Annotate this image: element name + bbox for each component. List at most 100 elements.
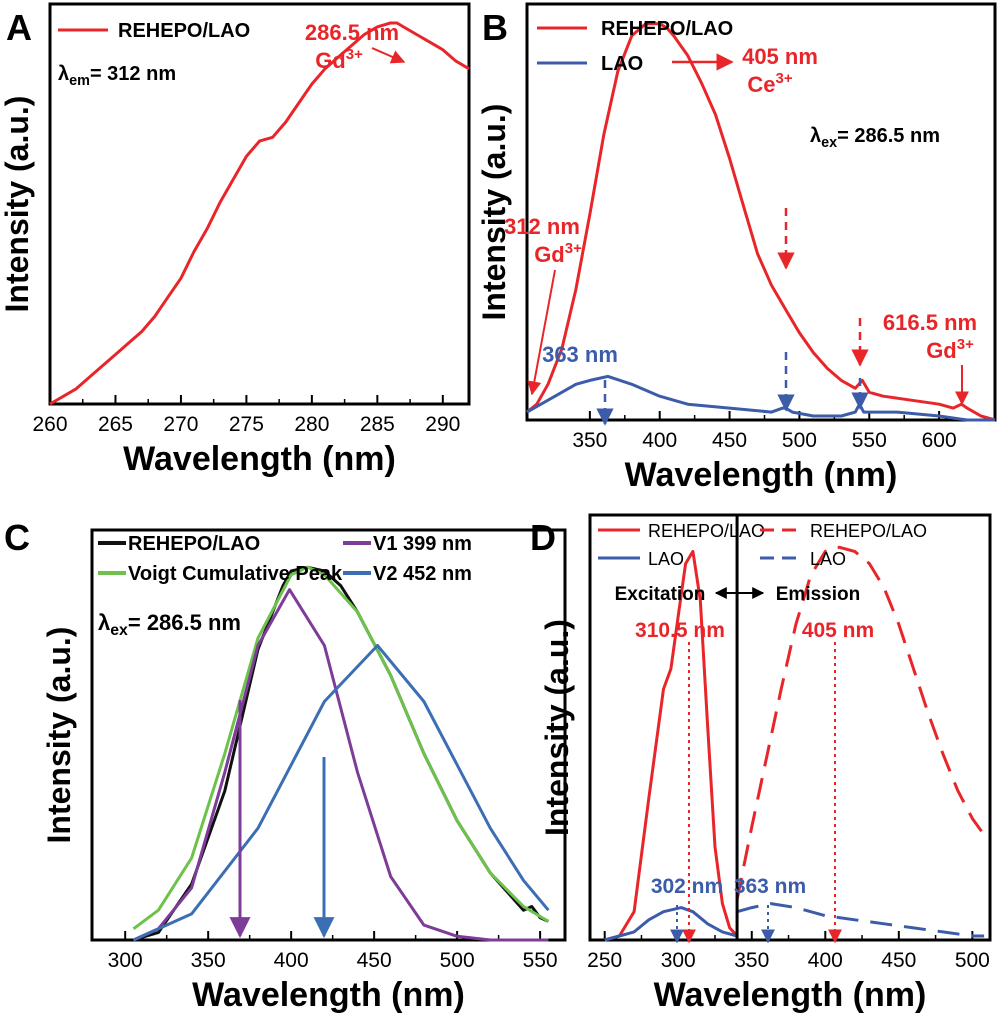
peak-annotation: 286.5 nm	[305, 20, 399, 45]
x-tick-label: 550	[852, 429, 887, 452]
legend-label: V2 452 nm	[373, 563, 472, 585]
lambda-ex-label-value: = 286.5 nm	[837, 125, 940, 147]
lambda-ex-label-sub: ex	[821, 135, 837, 151]
lambda-ex-label-value: = 286.5 nm	[128, 610, 241, 635]
x-tick-label: 450	[712, 429, 747, 452]
lambda-em-label-sub: em	[69, 73, 90, 89]
peak-arrow	[371, 47, 406, 64]
peak-ion-ion: Gd	[315, 48, 346, 73]
x-tick-label: 600	[922, 429, 957, 452]
legend-label: REHEPO/LAO	[648, 521, 765, 541]
legend-label: V1 399 nm	[373, 533, 472, 555]
lambda-ex-label: λex= 286.5 nm	[810, 125, 940, 151]
annotation-312-ion-sup: 3+	[565, 240, 582, 257]
panel-letter-b: B	[482, 7, 508, 48]
annotation-312-ion: Gd3+	[534, 240, 582, 267]
lambda-em-label: λem= 312 nm	[58, 63, 176, 89]
lambda-ex-label: λex= 286.5 nm	[98, 610, 241, 639]
legend-label: Voigt Cumulative Peak	[128, 563, 343, 585]
x-tick-label: 450	[357, 949, 392, 972]
annotation-616-ion-ion: Gd	[926, 338, 957, 363]
x-tick-label: 350	[734, 949, 769, 972]
x-tick-label: 280	[294, 413, 329, 436]
legend-label: LAO	[601, 53, 643, 75]
lambda-ex-label-symbol: λ	[810, 125, 821, 147]
x-tick-label: 450	[881, 949, 916, 972]
y-axis-label: Intensity (a.u.)	[476, 104, 512, 321]
peak-ion-sup: 3+	[346, 46, 363, 63]
x-tick-label: 400	[808, 949, 843, 972]
panel-letter-c: C	[4, 517, 30, 558]
x-tick-label: 290	[425, 413, 460, 436]
panel-b-chart: 350 400 450 500 550 600 Wavelength (nm) Intensi…	[476, 2, 997, 494]
y-axis-label: Intensity (a.u.)	[539, 619, 575, 836]
series-line-v2-452-nm	[132, 644, 550, 942]
x-tick-label: 275	[229, 413, 264, 436]
x-tick-label: 350	[572, 429, 607, 452]
annotation-312: 312 nm	[504, 214, 580, 239]
series-line-rehepo-lao	[604, 549, 739, 942]
plot-frame	[90, 528, 567, 942]
x-axis-label: Wavelength (nm)	[123, 440, 396, 478]
x-tick-label: 270	[163, 413, 198, 436]
x-tick-label: 400	[274, 949, 309, 972]
legend-label: REHEPO/LAO	[118, 20, 250, 42]
annotation-616-ion: Gd3+	[926, 336, 974, 363]
peak-annotation: 310.5 nm	[635, 619, 725, 642]
legend-label: REHEPO/LAO	[128, 533, 260, 555]
plot-frame	[525, 2, 997, 422]
x-tick-label: 300	[108, 949, 143, 972]
panel-letter-d: D	[530, 517, 556, 558]
x-tick-label: 285	[360, 413, 395, 436]
excitation-label: Excitation	[615, 584, 706, 605]
series-line-lao	[604, 906, 738, 942]
arrow-312	[527, 269, 556, 396]
x-tick-label: 260	[32, 413, 67, 436]
series-line-rehepo-lao	[49, 21, 470, 406]
series-line-voigt-cumulative-peak	[132, 565, 550, 931]
x-tick-label: 300	[661, 949, 696, 972]
x-tick-label: 265	[98, 413, 133, 436]
x-tick-label: 500	[782, 429, 817, 452]
y-axis-label: Intensity (a.u.)	[41, 627, 77, 844]
x-axis-label: Wavelength (nm)	[625, 456, 898, 494]
lambda-ex-label-symbol: λ	[98, 610, 110, 635]
panel-d-chart: 250 300 350 400 450 500 Wavelength (nm) Intensi…	[539, 513, 992, 1014]
x-axis-label: Wavelength (nm)	[192, 976, 465, 1014]
plot-frame	[588, 513, 992, 942]
series-line-rehepo-lao	[526, 22, 996, 422]
plot-frame	[48, 2, 471, 406]
x-tick-label: 500	[440, 949, 475, 972]
x-tick-label: 250	[587, 949, 622, 972]
series-line-rehepo-lao	[735, 545, 986, 900]
lambda-ex-label-sub: ex	[110, 622, 128, 639]
series-line-v1-399-nm	[132, 588, 549, 942]
lambda-em-label-symbol: λ	[58, 63, 69, 85]
series-line-lao	[526, 374, 995, 422]
panel-letter-a: A	[6, 7, 32, 48]
x-axis-label: Wavelength (nm)	[654, 976, 927, 1014]
x-tick-label: 350	[191, 949, 226, 972]
x-tick-label: 400	[642, 429, 677, 452]
x-tick-label: 500	[955, 949, 990, 972]
series-line-rehepo-lao	[133, 565, 550, 942]
annotation-616: 616.5 nm	[883, 310, 977, 335]
y-axis-label: Intensity (a.u.)	[0, 96, 35, 313]
legend-label: LAO	[810, 549, 846, 569]
peak-annotation: 363 nm	[734, 875, 806, 898]
peak-annotation: 405 nm	[802, 619, 874, 642]
peak-ion: Gd3+	[315, 46, 363, 73]
lambda-em-label-value: = 312 nm	[90, 63, 176, 85]
panel-a-chart: 260 265 270 275 280 285 290 Wavelength (nm) Inte…	[0, 2, 471, 478]
emission-label: Emission	[776, 584, 860, 605]
x-tick-label: 550	[523, 949, 558, 972]
annotation-363: 363 nm	[542, 342, 618, 367]
annotation-616-ion-sup: 3+	[957, 336, 974, 353]
legend-label: REHEPO/LAO	[810, 521, 927, 541]
annotation-405-ion-sup: 3+	[776, 70, 793, 87]
series-line-lao	[736, 902, 985, 938]
peak-annotation: 302 nm	[651, 875, 723, 898]
annotation-405: 405 nm	[742, 44, 818, 69]
legend-label: REHEPO/LAO	[601, 18, 733, 40]
